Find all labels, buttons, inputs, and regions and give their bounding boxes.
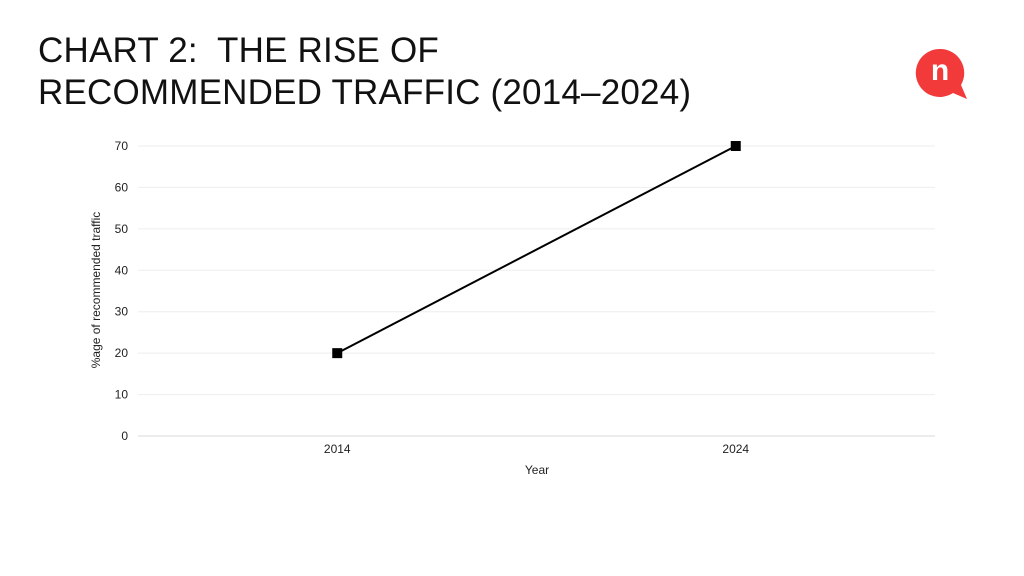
y-tick-label: 20: [115, 346, 129, 360]
logo-letter: n: [931, 54, 949, 87]
y-tick-label: 70: [115, 139, 129, 153]
x-tick-label: 2014: [324, 442, 351, 456]
x-axis-ticks: 2014 2024: [324, 442, 750, 456]
series-line: [336, 145, 737, 355]
brand-logo-icon: n: [915, 48, 967, 99]
title-line-1: CHART 2: THE RISE OF: [38, 31, 439, 70]
y-tick-label: 50: [115, 222, 129, 236]
y-tick-label: 10: [115, 388, 129, 402]
y-axis-label: %age of recommended traffic: [89, 212, 103, 369]
x-axis-label: Year: [525, 463, 549, 477]
data-point-marker: [730, 141, 741, 151]
logo-bubble: [915, 48, 967, 99]
y-tick-label: 60: [115, 180, 129, 194]
gridlines: [138, 145, 935, 437]
series-layer: [332, 141, 741, 359]
y-axis-ticks: 0 10 20 30 40 50 60 70: [115, 139, 129, 443]
page-title: CHART 2: THE RISE OF RECOMMENDED TRAFFIC…: [38, 30, 691, 114]
x-tick-label: 2024: [722, 442, 749, 456]
title-line-2: RECOMMENDED TRAFFIC (2014–2024): [38, 73, 692, 112]
y-tick-label: 30: [115, 305, 129, 319]
y-tick-label: 40: [115, 263, 129, 277]
data-point-marker: [332, 348, 343, 359]
y-tick-label: 0: [121, 429, 128, 443]
